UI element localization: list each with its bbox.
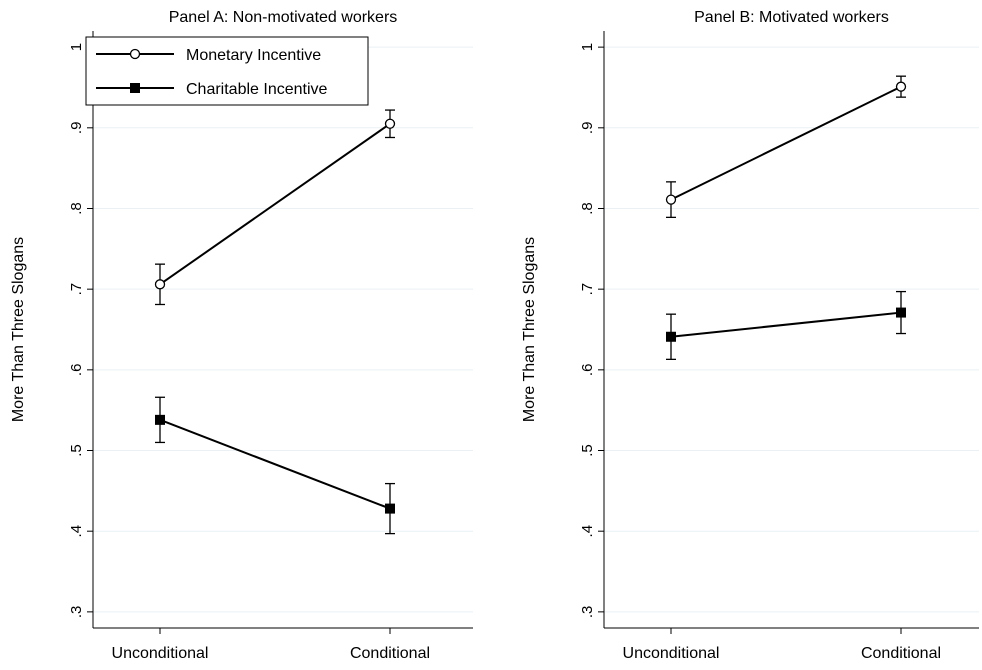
y-axis-label: More Than Three Slogans [10, 237, 27, 422]
chart-title: Panel A: Non-motivated workers [169, 9, 398, 26]
series-line [159, 418, 391, 510]
data-point [384, 118, 396, 129]
series-monetary-incentive [154, 109, 396, 306]
legend-marker [130, 83, 140, 93]
y-tick-label: .4 [68, 525, 85, 538]
data-point [154, 279, 166, 290]
x-tick-label: Unconditional [112, 645, 209, 662]
data-point [895, 81, 907, 92]
y-tick-label: .6 [68, 364, 85, 377]
legend-label: Monetary Incentive [186, 47, 321, 64]
series-line [670, 311, 902, 338]
y-tick-label: .3 [68, 606, 85, 619]
chart-title: Panel B: Motivated workers [694, 9, 889, 26]
series-charitable-incentive [155, 396, 395, 535]
panel-b: .3 .4 .5 .6 .7 .8 .9 1 Unconditional Conditional P… [521, 9, 979, 662]
series-line [670, 85, 902, 201]
series-charitable-incentive [666, 290, 906, 361]
data-point [666, 331, 676, 342]
y-tick-label: .7 [579, 283, 596, 296]
legend-marker [129, 48, 141, 60]
data-point [665, 194, 677, 205]
y-tick-label: .7 [68, 283, 85, 296]
y-tick-label: .5 [68, 444, 85, 457]
y-tick-label: .5 [579, 444, 596, 457]
x-tick-label: Conditional [350, 645, 430, 662]
legend: Monetary Incentive Charitable Incentive [85, 36, 369, 106]
legend-box [85, 36, 369, 106]
y-tick-label: .8 [68, 202, 85, 215]
y-tick-label: 1 [579, 43, 596, 51]
y-tick-label: .3 [579, 606, 596, 619]
y-tick-label: .9 [579, 122, 596, 135]
y-axis-label: More Than Three Slogans [521, 237, 538, 422]
x-tick-label: Conditional [861, 645, 941, 662]
x-tick-label: Unconditional [623, 645, 720, 662]
panel-a: .3 .4 .5 .6 .7 .8 .9 1 Unconditional Conditional P… [10, 9, 473, 662]
y-tick-label: .6 [579, 364, 596, 377]
y-tick-label: 1 [68, 43, 85, 51]
data-point [896, 307, 906, 318]
data-point [385, 503, 395, 514]
y-tick-label: .9 [68, 122, 85, 135]
y-tick-label: .4 [579, 525, 596, 538]
series-line [159, 122, 391, 286]
data-point [155, 414, 165, 425]
series-monetary-incentive [665, 75, 907, 219]
y-tick-label: .8 [579, 202, 596, 215]
legend-label: Charitable Incentive [186, 81, 328, 98]
